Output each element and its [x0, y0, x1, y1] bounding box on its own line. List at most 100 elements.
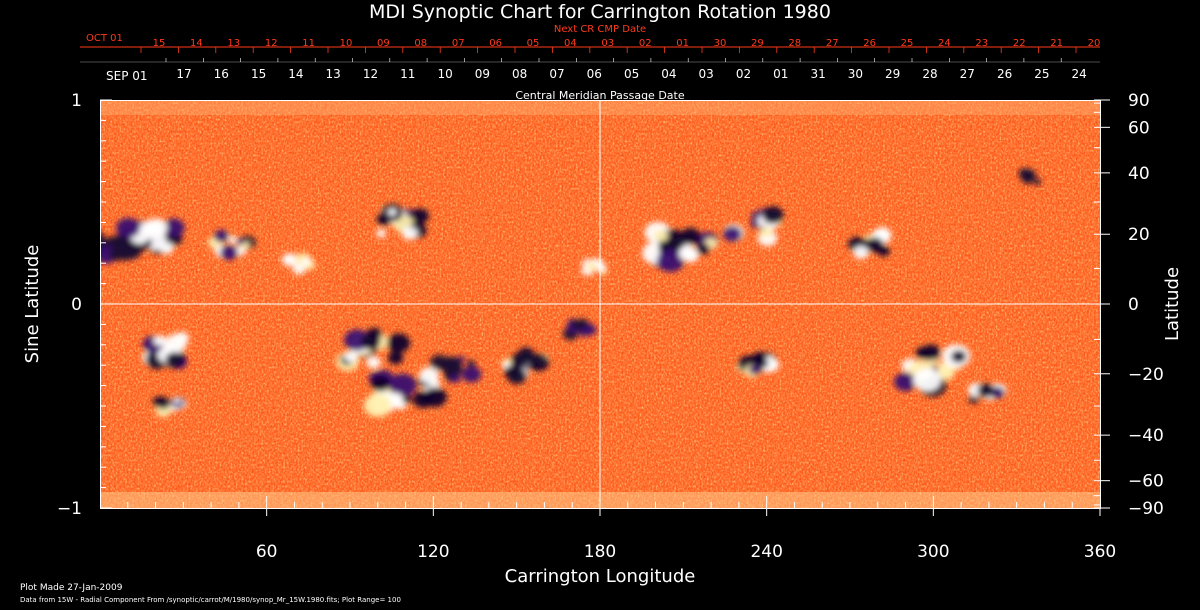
cmp-date-label: 28 — [922, 67, 937, 81]
next-cr-tick-group: 15 14 13 12 11 10 09 08 07 06 05 04 03 02 01 30 29 28 27 26… — [140, 38, 1100, 53]
chart-title: MDI Synoptic Chart for Carrington Rotati… — [369, 1, 831, 23]
active-region-patch — [213, 229, 229, 243]
y-right-tick-label: −90 — [1128, 499, 1164, 519]
active-region-patch — [92, 248, 100, 255]
x-axis-label: Carrington Longitude — [505, 566, 696, 587]
cmp-date-label: 16 — [214, 67, 229, 81]
cmp-start-label: SEP 01 — [106, 69, 148, 83]
active-region-patch — [762, 206, 784, 225]
cmp-date-label: 24 — [1072, 67, 1087, 81]
active-region-patch — [236, 238, 245, 245]
x-tick-label: 240 — [750, 542, 782, 562]
x-tick-label: 180 — [584, 542, 616, 562]
active-region-patch — [1033, 178, 1042, 186]
cmp-date-label: 25 — [1034, 67, 1049, 81]
active-region-patch — [654, 229, 669, 242]
next-cr-date-label: 02 — [639, 38, 652, 49]
active-region-patch — [363, 393, 392, 417]
active-region-patch — [376, 229, 387, 238]
cmp-date-label: 29 — [885, 67, 900, 81]
active-region-patch — [587, 262, 597, 271]
active-region-patch — [876, 227, 890, 239]
active-region-patch — [164, 334, 187, 353]
y-right-tick-label: 40 — [1128, 164, 1150, 184]
active-region-patch — [109, 248, 125, 261]
cmp-axis-label: Central Meridian Passage Date — [515, 89, 684, 102]
cmp-date-label: 04 — [661, 67, 676, 81]
y-right-tick-label: −40 — [1128, 426, 1164, 446]
next-cr-date-label: 01 — [676, 38, 689, 49]
cmp-date-label: 06 — [587, 67, 602, 81]
active-region-patch — [921, 344, 941, 361]
next-cr-date-label: 03 — [601, 38, 614, 49]
next-cr-date-label: 15 — [153, 38, 166, 49]
data-source-note: Data from 15W - Radial Component From /s… — [20, 596, 401, 604]
y-left-tick-label: −1 — [57, 499, 82, 519]
cmp-date-label: 02 — [736, 67, 751, 81]
active-region-patch — [678, 245, 698, 262]
active-region-patch — [937, 366, 955, 381]
cmp-date-label: 26 — [997, 67, 1012, 81]
next-cr-date-label: 30 — [714, 38, 727, 49]
next-cr-date-label: 14 — [190, 38, 203, 49]
cmp-date-label: 30 — [848, 67, 863, 81]
active-region-patch — [504, 365, 519, 378]
next-cr-date-label: 10 — [340, 38, 353, 49]
active-region-patch — [297, 253, 306, 261]
active-region-patch — [220, 245, 239, 260]
active-region-patch — [765, 355, 775, 363]
active-region-patch — [751, 221, 760, 229]
cmp-date-label: 11 — [400, 67, 415, 81]
active-region-patch — [865, 237, 884, 253]
y-left-axis-label: Sine Latitude — [22, 245, 43, 364]
active-region-patch — [680, 228, 701, 245]
y-left-tick-label: 0 — [71, 295, 82, 315]
active-region-patch — [576, 323, 585, 330]
y-right-tick-label: 0 — [1128, 295, 1139, 315]
cmp-date-label: 10 — [437, 67, 452, 81]
next-cr-axis-label: Next CR CMP Date — [554, 24, 646, 35]
active-region-patch — [695, 243, 710, 255]
active-region-patch — [410, 208, 429, 224]
next-cr-date-label: 04 — [564, 38, 577, 49]
active-region-patch — [402, 395, 412, 404]
active-region-patch — [360, 333, 381, 350]
next-cr-date-label: 23 — [975, 38, 988, 49]
next-cr-date-label: 29 — [751, 38, 764, 49]
cmp-date-label: 17 — [176, 67, 191, 81]
active-region-patch — [376, 213, 392, 226]
active-region-patch — [759, 227, 773, 238]
y-right-axis-ticks: 90 60 40 20 0 −20 −40 −60 −90 — [1094, 91, 1164, 519]
y-left-tick-label: 1 — [71, 91, 82, 111]
active-region-patch — [284, 254, 292, 261]
y-right-axis-label: Latitude — [1162, 267, 1183, 341]
next-cr-date-label: 07 — [452, 38, 465, 49]
active-region-patch — [579, 328, 589, 337]
active-region-patch — [366, 356, 381, 369]
active-region-patch — [582, 259, 590, 266]
active-region-patch — [748, 365, 761, 375]
cmp-date-label: 05 — [624, 67, 639, 81]
active-region-patch — [388, 373, 417, 397]
cmp-date-label: 01 — [773, 67, 788, 81]
next-cr-date-label: 13 — [227, 38, 240, 49]
active-region-patch — [156, 397, 171, 409]
cmp-date-label: 27 — [960, 67, 975, 81]
cmp-date-label: 14 — [288, 67, 303, 81]
active-region-patch — [449, 374, 461, 383]
active-regions-group — [92, 168, 1042, 418]
active-region-patch — [387, 208, 397, 216]
x-tick-label: 360 — [1084, 542, 1116, 562]
x-tick-label: 300 — [917, 542, 949, 562]
cmp-date-label: 31 — [810, 67, 825, 81]
y-right-tick-label: 90 — [1128, 91, 1150, 111]
cmp-tick-group: 17 16 15 14 13 12 11 10 09 08 07 06 05 04 03 02 01 31 30 29… — [80, 58, 1100, 81]
active-region-patch — [466, 360, 476, 368]
active-region-patch — [1018, 168, 1032, 179]
active-region-patch — [441, 356, 462, 374]
x-tick-label: 60 — [256, 542, 278, 562]
next-cr-date-label: 25 — [901, 38, 914, 49]
active-region-patch — [977, 383, 995, 398]
next-cr-date-label: 08 — [414, 38, 427, 49]
active-region-patch — [723, 226, 742, 242]
